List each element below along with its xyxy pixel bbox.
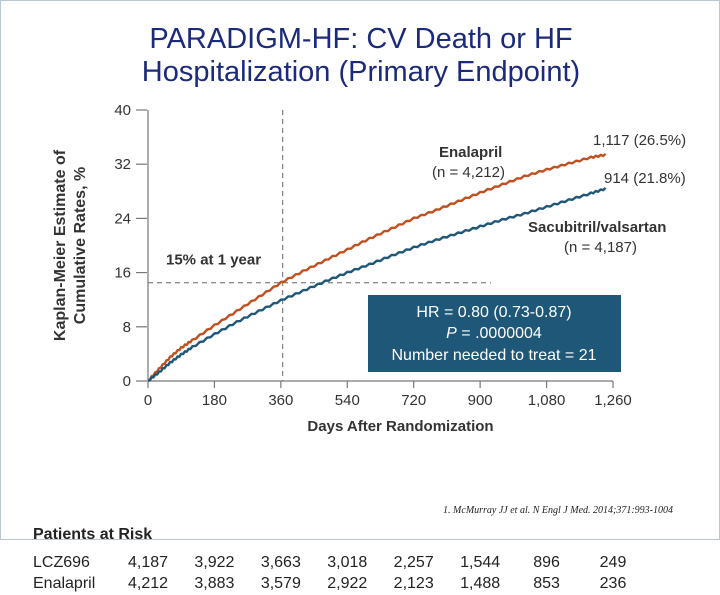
risk-cell: 1,544 [460,554,501,571]
risk-table-row: Enalapril 4,212 3,883 3,579 2,922 2,123 1,488 8… [33,575,673,595]
x-axis-title: Days After Randomization [307,418,493,435]
risk-cell: 2,123 [393,575,434,592]
y-tick-label: 16 [114,265,131,282]
sacubitril-n-label: (n = 4,187) [564,239,637,256]
x-tick-label: 1,260 [594,392,632,409]
sacubitril-end-label: 914 (21.8%) [604,170,686,187]
risk-cell: 249 [599,554,627,571]
citation: 1. McMurray JJ et al. N Engl J Med. 2014… [443,505,673,516]
y-tick-label: 32 [114,156,131,173]
sacubitril-label: Sacubitril/valsartan [528,219,666,236]
slide-title: PARADIGM-HF: CV Death or HF Hospitalizat… [61,23,661,89]
y-tick-label: 24 [114,210,131,227]
risk-cell: 1,488 [460,575,501,592]
risk-cell: 2,257 [393,554,434,571]
risk-cell: 3,579 [260,575,301,592]
risk-cell: 3,018 [327,554,368,571]
reference-label: 15% at 1 year [166,252,261,269]
km-chart: 0 8 16 24 32 40 0 180 360 540 720 900 1,080 1,260 Days… [52,102,686,435]
x-tick-label: 0 [144,392,152,409]
risk-table-title: Patients at Risk [33,526,153,543]
x-tick-label: 900 [468,392,493,409]
y-axis-title-line2: Cumulative Rates, % [72,167,89,324]
enalapril-end-label: 1,117 (26.5%) [593,132,686,149]
risk-cell: 3,922 [194,554,235,571]
x-tick-label: 360 [268,392,293,409]
slide-title-line1: PARADIGM-HF: CV Death or HF [149,23,573,55]
risk-table-row: LCZ696 4,187 3,922 3,663 3,018 2,257 1,544 896 2… [33,554,673,574]
series-line-enalapril [147,152,607,382]
hr-annotation-line3: Number needed to treat = 21 [391,347,596,364]
hr-annotation-p-value: = .0000004 [457,325,542,342]
y-tick-label: 8 [123,319,131,336]
risk-cell: 3,883 [194,575,235,592]
risk-cell: 853 [533,575,560,592]
x-tick-label: 180 [202,392,227,409]
hr-annotation-line2: P = .0000004 [446,325,542,342]
y-axis-title-line1: Kaplan-Meier Estimate of [52,149,69,341]
hr-annotation-box [368,295,621,372]
risk-row-label: LCZ696 [33,554,90,571]
x-tick-label: 540 [335,392,360,409]
risk-cell: 3,663 [260,554,301,571]
y-tick-label: 0 [123,373,131,390]
risk-cell: 896 [533,554,560,571]
risk-row-label: Enalapril [33,575,96,592]
y-tick-label: 40 [114,102,131,119]
enalapril-label: Enalapril [439,144,502,161]
risk-cell: 236 [599,575,627,592]
hr-annotation-line1: HR = 0.80 (0.73-0.87) [416,304,571,321]
hr-annotation-p-symbol: P [446,325,457,342]
series-line-sacubitril-valsartan [147,186,607,383]
risk-cell: 4,187 [127,554,169,571]
enalapril-n-label: (n = 4,212) [432,164,505,181]
figure-panel: 0 8 16 24 32 40 0 180 360 540 720 900 1,080 1,260 Days… [21,95,699,592]
slide-title-line2: Hospitalization (Primary Endpoint) [141,56,581,88]
risk-cell: 4,212 [127,575,169,592]
y-axis-title: Kaplan-Meier Estimate of Cumulative Rates… [52,149,89,341]
x-tick-label: 1,080 [528,392,566,409]
risk-cell: 2,922 [327,575,368,592]
x-tick-label: 720 [401,392,426,409]
